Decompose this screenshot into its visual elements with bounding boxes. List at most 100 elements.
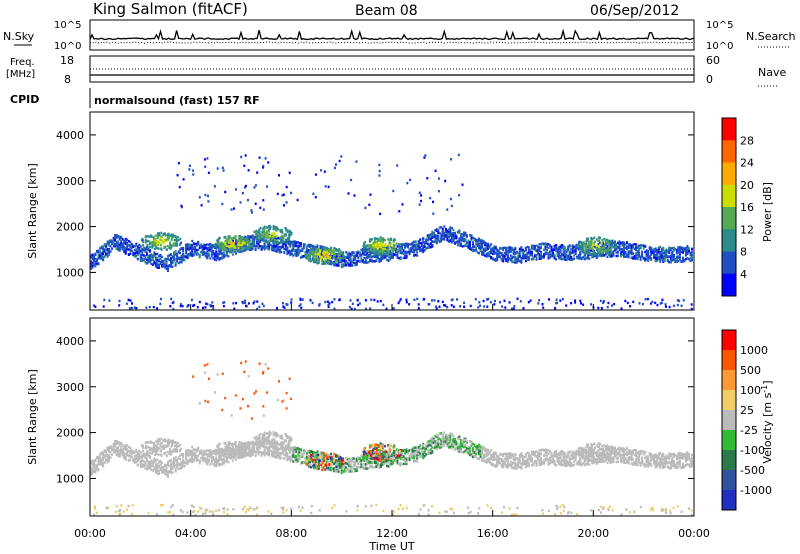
power-upper-cell: [241, 191, 244, 195]
power-cell: [154, 253, 157, 256]
power-blob-cell: [395, 242, 398, 245]
power-noise-cell: [350, 307, 353, 311]
velocity-cell: [91, 467, 94, 470]
power-blob-cell: [393, 244, 396, 247]
power-cell: [621, 250, 624, 253]
power-cell: [672, 249, 675, 252]
velocity-cell: [164, 469, 166, 472]
velocity-cell: [158, 472, 160, 475]
power-cell: [675, 256, 678, 259]
power-cell: [627, 256, 630, 259]
power-upper-cell: [253, 186, 256, 189]
power-noise-cell: [565, 304, 568, 307]
power-noise-cell: [118, 304, 121, 307]
power-cell: [330, 262, 333, 265]
power-blob-cell: [388, 239, 391, 242]
nsearch-label: N.Search: [746, 30, 796, 43]
power-upper-cell: [240, 155, 243, 159]
power-cell: [485, 242, 488, 245]
power-cell: [165, 264, 168, 268]
power-blob-cell: [261, 230, 264, 234]
power-noise-cell: [522, 307, 525, 310]
power-blob-cell: [283, 233, 286, 236]
power-blob-cell: [234, 250, 236, 253]
power-cell: [540, 253, 542, 257]
power-upper-cell: [247, 169, 250, 172]
power-cell: [322, 260, 325, 263]
power-cell: [556, 253, 559, 256]
power-cell: [364, 261, 367, 264]
power-cell: [186, 254, 189, 257]
power-blob-cell: [258, 228, 261, 231]
power-blob-cell: [282, 236, 285, 239]
power-cell: [558, 251, 561, 254]
velocity-cell: [185, 452, 188, 455]
power-cell: [641, 252, 644, 256]
power-blob-cell: [145, 245, 148, 249]
power-cell: [446, 238, 449, 242]
power-cell: [358, 254, 361, 257]
power-blob-cell: [179, 237, 182, 241]
power-cell: [589, 249, 592, 252]
power-upper-cell: [198, 196, 201, 199]
power-blob-cell: [369, 245, 372, 248]
power-cell: [114, 235, 117, 238]
power-noise-cell: [611, 304, 614, 307]
power-cell: [460, 243, 462, 246]
velocity-cell: [102, 458, 105, 462]
power-cell: [348, 255, 351, 258]
power-blob-cell: [306, 253, 309, 257]
power-cell: [607, 251, 610, 254]
power-blob-cell: [312, 260, 315, 264]
power-upper-cell: [323, 170, 326, 173]
power-cell: [455, 234, 458, 237]
power-cell: [132, 253, 135, 257]
power-cell: [669, 248, 672, 251]
power-cell: [478, 252, 481, 255]
velocity-cell: [207, 458, 210, 461]
power-blob-cell: [164, 234, 167, 237]
power-blob-cell: [146, 239, 149, 243]
power-blob-cell: [263, 228, 265, 232]
power-blob-cell: [600, 242, 603, 245]
velocity-cell: [151, 461, 154, 465]
power-noise-cell: [256, 307, 259, 311]
power-cell: [691, 255, 693, 259]
velocity-cell: [173, 457, 176, 460]
power-cell: [290, 240, 293, 244]
power-cell: [280, 245, 283, 249]
power-cell: [470, 247, 473, 250]
power-blob-cell: [362, 244, 365, 247]
power-cell: [93, 263, 95, 266]
velocity-cell: [165, 466, 168, 470]
velocity-cell: [182, 464, 185, 468]
power-cell: [494, 251, 497, 255]
power-cell: [541, 242, 544, 246]
power-cell: [141, 252, 144, 255]
power-cell: [274, 237, 277, 240]
power-cell: [112, 242, 115, 245]
power-blob-cell: [218, 245, 221, 248]
velocity-cell: [180, 463, 183, 467]
power-noise-cell: [392, 307, 395, 310]
power-cell: [523, 250, 526, 253]
power-cell: [437, 234, 440, 237]
power-cell: [115, 236, 118, 239]
power-cell: [473, 238, 476, 242]
velocity-cell: [93, 466, 95, 469]
power-cell: [413, 250, 416, 254]
power-cell: [118, 246, 121, 249]
power-cell: [617, 241, 619, 245]
power-cell: [331, 257, 334, 260]
velocity-cell: [156, 462, 159, 466]
velocity-cell: [185, 453, 188, 457]
power-blob-cell: [322, 245, 325, 249]
power-cell: [121, 243, 124, 246]
power-cell: [527, 258, 530, 261]
power-cell: [293, 244, 296, 248]
power-cell: [382, 254, 385, 257]
power-cell: [379, 259, 382, 262]
power-cell: [345, 256, 348, 259]
power-noise-cell: [261, 302, 264, 305]
